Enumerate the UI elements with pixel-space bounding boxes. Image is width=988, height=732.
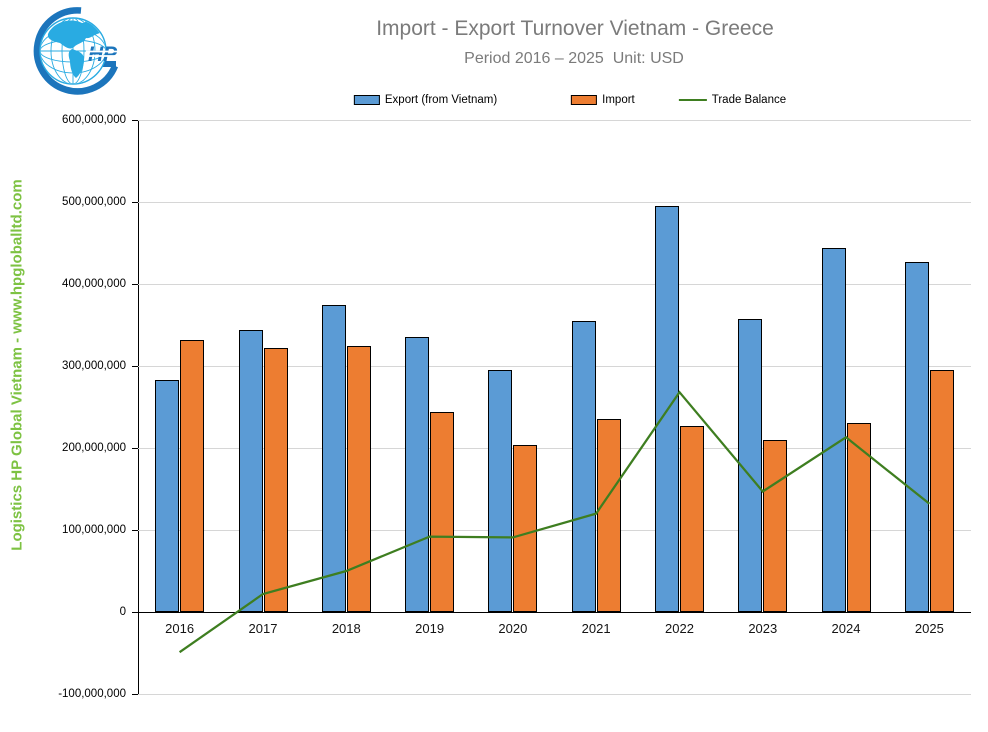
bar-import-2023 bbox=[763, 439, 788, 612]
bar-import-2022 bbox=[680, 425, 704, 612]
bar-export-from-vietnam-2017 bbox=[238, 329, 263, 612]
chart-subtitle: Period 2016 – 2025 Unit: USD bbox=[464, 50, 684, 67]
y-axis-line bbox=[138, 120, 139, 694]
bar-export-from-vietnam-2024 bbox=[821, 247, 846, 612]
y-tick-label: 200,000,000 bbox=[62, 442, 126, 454]
legend: Export (from Vietnam) Import Trade Balance bbox=[353, 94, 787, 106]
bar-export-from-vietnam-2021 bbox=[571, 320, 596, 612]
legend-label: Export (from Vietnam) bbox=[384, 94, 498, 106]
globe-icon bbox=[39, 17, 107, 85]
legend-swatch-export-from-vietnam bbox=[353, 95, 380, 105]
y-axis-tick bbox=[132, 119, 138, 121]
company-logo: HP bbox=[33, 7, 124, 95]
x-tick-label-2018: 2018 bbox=[331, 621, 361, 636]
legend-item-trade-balance: Trade Balance bbox=[678, 94, 787, 106]
y-tick-label: 400,000,000 bbox=[62, 278, 126, 290]
legend-item-import: Import bbox=[571, 94, 635, 106]
trade-balance-polyline bbox=[178, 390, 931, 654]
y-axis-tick bbox=[132, 283, 138, 285]
gridline bbox=[138, 365, 971, 367]
gridline bbox=[138, 283, 971, 285]
y-axis-tick bbox=[132, 693, 138, 695]
legend-line-trade-balance bbox=[678, 98, 707, 102]
gridline bbox=[138, 693, 971, 695]
x-tick-label-2016: 2016 bbox=[165, 621, 195, 636]
x-tick-label-2025: 2025 bbox=[914, 621, 944, 636]
trade-balance-line bbox=[178, 390, 931, 654]
bar-export-from-vietnam-2025 bbox=[904, 261, 929, 612]
y-axis-tick bbox=[132, 365, 138, 367]
y-axis-tick bbox=[132, 447, 138, 449]
bar-import-2025 bbox=[929, 370, 954, 612]
y-axis-tick bbox=[132, 201, 138, 203]
chart-title: Import - Export Turnover Vietnam - Greec… bbox=[376, 17, 774, 40]
gridline bbox=[138, 529, 971, 531]
bar-export-from-vietnam-2016 bbox=[155, 379, 180, 612]
x-tick-label-2022: 2022 bbox=[665, 621, 694, 636]
y-tick-label: 500,000,000 bbox=[62, 196, 126, 208]
y-tick-label: 300,000,000 bbox=[62, 360, 126, 372]
x-tick-label-2019: 2019 bbox=[415, 621, 445, 636]
legend-label: Import bbox=[602, 94, 635, 106]
logo-stripes bbox=[86, 50, 124, 57]
y-tick-label: 100,000,000 bbox=[62, 524, 126, 536]
y-tick-label: -100,000,000 bbox=[58, 688, 126, 700]
x-tick-label-2017: 2017 bbox=[248, 621, 278, 636]
gridline bbox=[138, 447, 971, 449]
x-tick-label-2020: 2020 bbox=[498, 621, 528, 636]
legend-swatch-import bbox=[571, 95, 598, 105]
bar-import-2016 bbox=[180, 339, 205, 612]
x-axis-zero-line bbox=[138, 611, 971, 613]
y-axis-tick bbox=[132, 611, 138, 613]
y-tick-label: 0 bbox=[119, 606, 126, 618]
legend-label: Trade Balance bbox=[711, 94, 787, 106]
x-tick-label-2021: 2021 bbox=[581, 621, 611, 636]
bar-import-2017 bbox=[263, 348, 288, 612]
bar-export-from-vietnam-2019 bbox=[405, 336, 430, 612]
bar-export-from-vietnam-2018 bbox=[321, 305, 346, 612]
bar-import-2020 bbox=[513, 444, 538, 612]
bar-import-2021 bbox=[596, 419, 621, 612]
bar-import-2019 bbox=[430, 411, 455, 612]
y-tick-label: 600,000,000 bbox=[62, 114, 126, 126]
y-axis-tick bbox=[132, 529, 138, 531]
bar-import-2018 bbox=[346, 346, 371, 612]
legend-item-export-from-vietnam: Export (from Vietnam) bbox=[353, 94, 498, 106]
bar-export-from-vietnam-2020 bbox=[488, 370, 513, 612]
gridline bbox=[138, 201, 971, 203]
logo-monogram: HP bbox=[88, 43, 118, 66]
plot-area: 2016 2017 2018 2019 2020 2021 2022 2023 2024 2025 bbox=[138, 119, 971, 695]
x-tick-label-2024: 2024 bbox=[831, 621, 861, 636]
x-tick-label-2023: 2023 bbox=[748, 621, 778, 636]
gridline bbox=[138, 119, 971, 121]
